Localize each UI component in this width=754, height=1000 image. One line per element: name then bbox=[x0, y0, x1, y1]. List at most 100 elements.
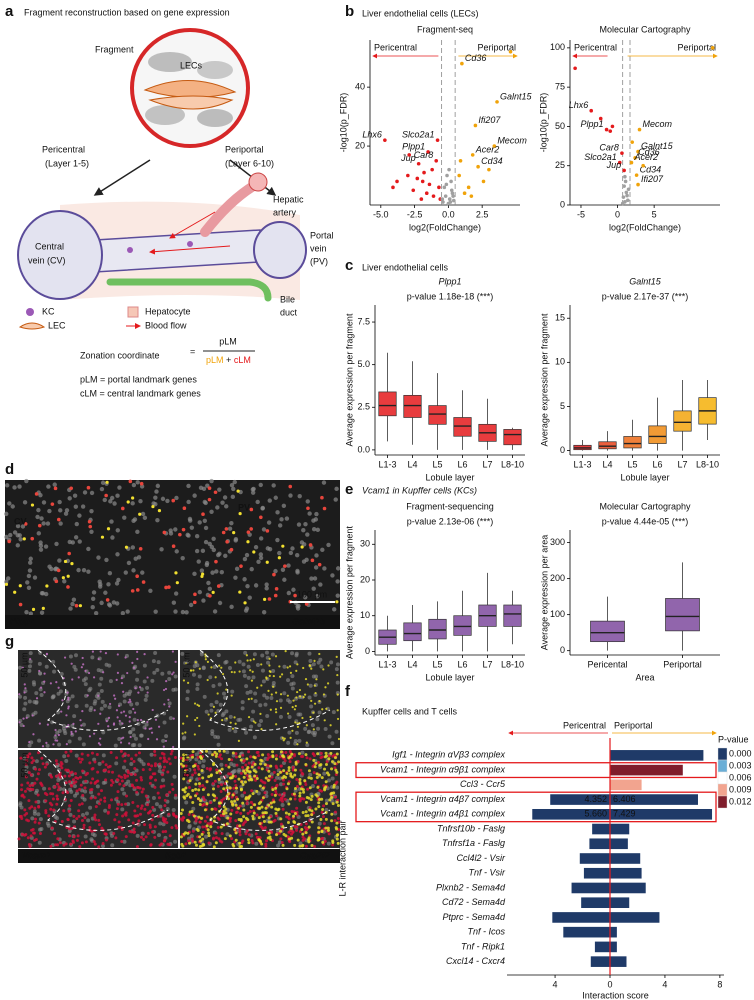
nucleus bbox=[97, 761, 102, 766]
signal bbox=[33, 781, 37, 785]
nucleus bbox=[219, 569, 224, 575]
label: artery bbox=[273, 207, 297, 217]
nucleus bbox=[203, 539, 209, 545]
nucleus bbox=[209, 509, 214, 514]
signal bbox=[217, 777, 221, 781]
signal bbox=[282, 782, 286, 786]
signal bbox=[306, 838, 310, 842]
nucleus bbox=[219, 775, 224, 780]
signal bbox=[335, 752, 339, 756]
signal bbox=[124, 802, 128, 806]
x-tick-label: 4 bbox=[662, 979, 667, 989]
signal bbox=[111, 770, 115, 774]
y-tick-label: 40 bbox=[355, 82, 365, 92]
nucleus bbox=[313, 565, 319, 570]
nucleus bbox=[138, 499, 143, 504]
signal bbox=[225, 822, 229, 826]
nucleus bbox=[303, 726, 308, 731]
nucleus bbox=[300, 750, 305, 755]
nucleus bbox=[253, 583, 259, 588]
nucleus bbox=[333, 497, 338, 502]
signal bbox=[106, 810, 110, 814]
signal bbox=[181, 759, 185, 763]
signal bbox=[243, 771, 247, 775]
signal bbox=[275, 691, 278, 694]
category-label: Vcam1 - Integrin α9β1 complex bbox=[380, 764, 505, 774]
signal bbox=[49, 773, 53, 777]
signal bbox=[260, 663, 263, 666]
nucleus bbox=[202, 694, 207, 699]
nucleus bbox=[130, 545, 136, 550]
signal bbox=[281, 776, 285, 780]
nucleus bbox=[142, 663, 147, 668]
y-tick-label: 0 bbox=[560, 199, 565, 209]
red-spot bbox=[272, 572, 276, 577]
nucleus bbox=[316, 660, 321, 665]
signal bbox=[143, 823, 147, 827]
signal bbox=[240, 780, 244, 784]
point bbox=[443, 194, 448, 198]
nucleus bbox=[62, 754, 67, 759]
signal bbox=[181, 815, 185, 819]
signal bbox=[296, 663, 299, 666]
signal bbox=[109, 750, 113, 754]
nucleus bbox=[192, 664, 197, 669]
nucleus bbox=[173, 609, 178, 614]
signal bbox=[132, 786, 136, 790]
nucleus bbox=[43, 591, 49, 597]
signal bbox=[294, 704, 297, 708]
signal bbox=[321, 808, 325, 812]
signal bbox=[146, 831, 150, 835]
signal bbox=[150, 830, 154, 834]
nucleus bbox=[156, 660, 161, 665]
nucleus bbox=[311, 586, 316, 591]
signal bbox=[259, 800, 263, 804]
signal bbox=[188, 795, 192, 799]
point-label: Cd34 bbox=[640, 165, 662, 175]
panel-header: Kupffer cells and T cells bbox=[362, 706, 458, 716]
signal bbox=[164, 829, 168, 833]
signal bbox=[132, 759, 136, 763]
box bbox=[403, 622, 422, 642]
nucleus bbox=[258, 552, 264, 557]
hepatocyte-icon bbox=[127, 306, 139, 318]
signal bbox=[60, 710, 63, 713]
signal bbox=[274, 764, 278, 768]
signal bbox=[206, 678, 209, 682]
nucleus bbox=[329, 660, 334, 665]
signal bbox=[320, 776, 324, 780]
signal bbox=[260, 728, 263, 731]
signal bbox=[25, 716, 28, 719]
signal bbox=[165, 760, 169, 764]
point bbox=[434, 159, 439, 163]
yellow-spot bbox=[100, 535, 105, 539]
nucleus bbox=[185, 689, 190, 694]
signal bbox=[101, 760, 105, 764]
category-label: Igf1 - Integrin αVβ3 complex bbox=[392, 750, 505, 760]
nucleus bbox=[192, 493, 197, 498]
signal bbox=[184, 831, 188, 835]
nucleus bbox=[167, 670, 172, 675]
nucleus bbox=[264, 650, 269, 655]
signal bbox=[23, 808, 27, 812]
signal bbox=[193, 768, 197, 772]
signal bbox=[113, 694, 116, 697]
nucleus bbox=[160, 496, 166, 502]
signal bbox=[93, 760, 97, 764]
signal bbox=[115, 796, 119, 800]
nucleus bbox=[335, 680, 340, 685]
yellow-spot bbox=[232, 530, 236, 535]
signal bbox=[255, 789, 259, 793]
bar bbox=[583, 867, 611, 879]
red-spot bbox=[164, 585, 168, 590]
signal bbox=[292, 814, 296, 818]
signal bbox=[248, 774, 252, 778]
bar bbox=[610, 779, 642, 791]
signal bbox=[118, 719, 121, 723]
signal bbox=[315, 775, 319, 779]
category-label: Tnfrsf1a - Faslg bbox=[442, 838, 505, 848]
nucleus bbox=[18, 665, 23, 670]
red-spot bbox=[56, 517, 61, 522]
nucleus bbox=[57, 558, 62, 563]
nucleus bbox=[218, 702, 223, 707]
